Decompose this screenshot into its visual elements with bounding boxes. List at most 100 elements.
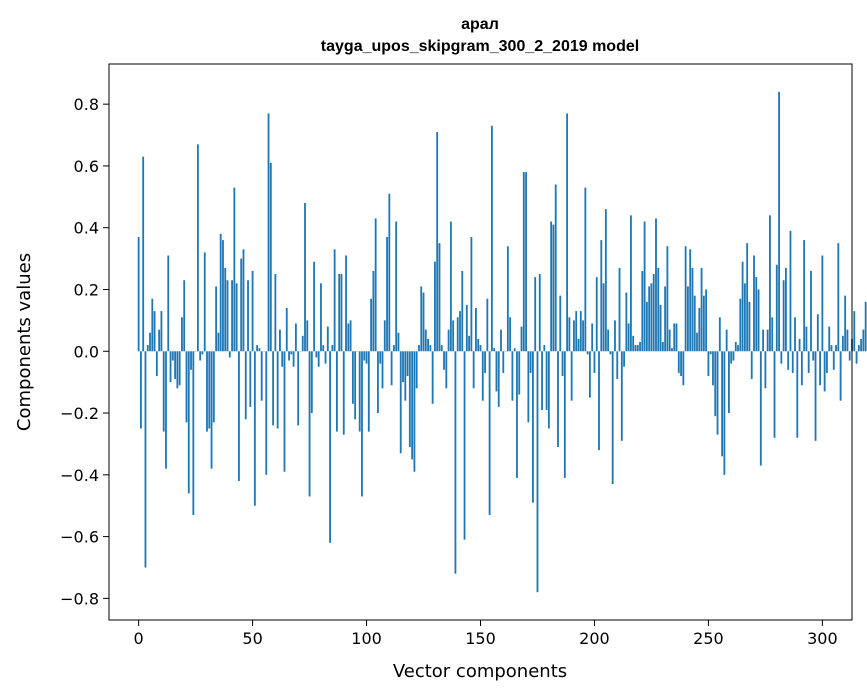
bar bbox=[689, 249, 692, 352]
bar bbox=[782, 280, 785, 352]
bar bbox=[333, 249, 336, 352]
x-tick-label: 300 bbox=[807, 629, 838, 648]
bar bbox=[326, 326, 329, 352]
bar bbox=[684, 246, 687, 352]
bar bbox=[655, 218, 657, 352]
y-tick-label: 0.8 bbox=[74, 95, 99, 114]
bar bbox=[759, 351, 762, 466]
bar bbox=[721, 351, 723, 457]
bar bbox=[285, 308, 288, 352]
bar bbox=[607, 329, 610, 352]
bar bbox=[673, 323, 676, 352]
bar bbox=[502, 351, 505, 373]
bar bbox=[734, 342, 737, 352]
bar bbox=[506, 246, 509, 352]
bar bbox=[447, 329, 450, 352]
bar bbox=[643, 221, 646, 352]
bar bbox=[377, 351, 379, 414]
bar bbox=[725, 329, 728, 352]
bar bbox=[468, 335, 471, 352]
bar bbox=[142, 156, 145, 352]
bar bbox=[484, 351, 486, 373]
bar bbox=[149, 332, 151, 352]
bar bbox=[472, 351, 475, 389]
bar bbox=[392, 345, 395, 352]
bar bbox=[477, 338, 480, 352]
bar bbox=[440, 345, 443, 352]
bar bbox=[140, 351, 142, 429]
bar bbox=[545, 351, 548, 410]
bar bbox=[390, 351, 393, 386]
bar bbox=[434, 261, 436, 352]
bar bbox=[784, 267, 787, 352]
bar bbox=[595, 277, 598, 352]
bar bbox=[618, 267, 621, 352]
bar bbox=[475, 308, 477, 352]
bar bbox=[349, 320, 352, 352]
bar bbox=[855, 351, 858, 364]
bar bbox=[365, 351, 368, 364]
bar bbox=[714, 351, 717, 417]
bar bbox=[702, 295, 705, 352]
bar bbox=[456, 317, 459, 352]
bar bbox=[231, 280, 233, 352]
bar bbox=[445, 351, 448, 389]
bar bbox=[698, 308, 701, 352]
bar bbox=[527, 351, 530, 423]
bar bbox=[481, 351, 484, 401]
bar bbox=[222, 240, 224, 352]
bar bbox=[810, 270, 812, 352]
bar bbox=[538, 274, 541, 352]
bar bbox=[609, 351, 612, 355]
bar bbox=[497, 351, 500, 407]
bar bbox=[274, 274, 277, 352]
bar bbox=[739, 298, 742, 352]
bar bbox=[805, 326, 808, 352]
bar bbox=[520, 326, 523, 352]
bar bbox=[386, 236, 388, 352]
bar bbox=[707, 351, 710, 376]
bar bbox=[712, 351, 714, 386]
bar bbox=[627, 323, 630, 352]
bar bbox=[696, 332, 698, 352]
bar bbox=[301, 335, 304, 352]
bar bbox=[730, 351, 733, 364]
x-axis-ticks: 0 50 100 150 200 250 300 bbox=[134, 620, 838, 648]
y-tick-label: −0.4 bbox=[60, 466, 99, 485]
bar bbox=[249, 351, 252, 407]
bar bbox=[566, 113, 569, 352]
bar bbox=[691, 267, 694, 352]
bar bbox=[616, 351, 619, 380]
bar bbox=[862, 329, 865, 352]
bar bbox=[764, 351, 767, 389]
bar bbox=[844, 295, 847, 352]
bar bbox=[260, 351, 263, 401]
bar bbox=[297, 351, 300, 426]
bar bbox=[367, 351, 370, 432]
bar bbox=[600, 240, 603, 352]
bar bbox=[586, 351, 589, 355]
bar bbox=[479, 345, 482, 352]
bar bbox=[775, 264, 778, 352]
bar bbox=[591, 323, 594, 352]
bar bbox=[807, 351, 810, 373]
bar bbox=[251, 270, 254, 352]
bar bbox=[210, 351, 213, 469]
bar bbox=[151, 298, 154, 352]
bar bbox=[864, 301, 867, 352]
bar bbox=[812, 351, 815, 361]
bar bbox=[513, 348, 516, 352]
bar bbox=[652, 274, 655, 352]
bar bbox=[181, 317, 183, 352]
bar bbox=[529, 351, 532, 373]
bar bbox=[215, 286, 218, 352]
bar bbox=[848, 351, 851, 361]
bar bbox=[575, 311, 578, 352]
bar bbox=[162, 351, 165, 432]
bar bbox=[796, 351, 799, 438]
bar bbox=[518, 351, 521, 395]
bar bbox=[620, 351, 623, 441]
bar bbox=[557, 351, 559, 448]
bar bbox=[208, 351, 211, 429]
bar bbox=[454, 351, 457, 574]
